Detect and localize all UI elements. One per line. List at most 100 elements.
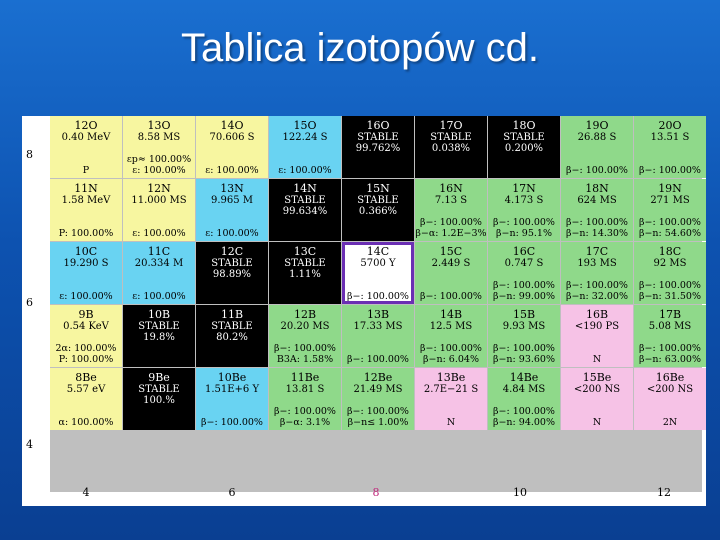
isotope-cell: 15N STABLE 0.366% xyxy=(342,179,414,241)
isotope-name: 17B xyxy=(658,308,682,321)
half-life: 2.7E−21 S xyxy=(423,384,479,395)
half-life: STABLE xyxy=(211,321,253,332)
decay-mode: β−: 100.00% xyxy=(493,406,555,417)
half-life: STABLE xyxy=(284,195,326,206)
isotope-cell: 16Be <200 NS 2N xyxy=(634,368,706,430)
decay-mode: β−n: 54.60% xyxy=(638,228,701,239)
isotope-cell: 10B STABLE 19.8% xyxy=(123,305,195,367)
decay-mode: β−n: 93.60% xyxy=(492,354,555,365)
half-life: <190 PS xyxy=(574,321,620,332)
decay-mode: B3A: 1.58% xyxy=(276,354,334,365)
decay-mode: β−n: 14.30% xyxy=(565,228,628,239)
half-life: 5700 Y xyxy=(360,258,396,269)
isotope-name: 11C xyxy=(147,245,171,258)
abundance: 99.762% xyxy=(355,143,401,154)
isotope-cell: 12N 11.000 MS ε: 100.00% xyxy=(123,179,195,241)
decay-mode: N xyxy=(592,354,602,365)
half-life: STABLE xyxy=(138,321,180,332)
half-life: 271 MS xyxy=(650,195,690,206)
isotope-name: 14Be xyxy=(509,371,539,384)
isotope-cell: 15Be <200 NS N xyxy=(561,368,633,430)
isotope-name: 10Be xyxy=(217,371,247,384)
isotope-cell: 16N 7.13 S β−: 100.00% β−α: 1.2E−3% xyxy=(415,179,487,241)
half-life: 122.24 S xyxy=(282,132,328,143)
isotope-name: 15B xyxy=(512,308,536,321)
decay-modes: β−: 100.00% β−α: 1.2E−3% xyxy=(415,217,487,239)
isotope-name: 11Be xyxy=(290,371,320,384)
abundance: 0.366% xyxy=(358,206,398,217)
decay-mode: β−n: 94.00% xyxy=(492,417,555,428)
isotope-name: 16O xyxy=(366,119,390,132)
abundance: 1.11% xyxy=(289,269,321,280)
decay-modes: ε: 100.00% xyxy=(269,165,341,176)
isotope-cell: 19N 271 MS β−: 100.00% β−n: 54.60% xyxy=(634,179,706,241)
isotope-name: 14B xyxy=(439,308,463,321)
half-life: 193 MS xyxy=(577,258,617,269)
decay-modes: α: 100.00% xyxy=(50,417,122,428)
decay-modes: N xyxy=(561,354,633,365)
half-life: 13.51 S xyxy=(650,132,690,143)
decay-mode: β−n: 31.50% xyxy=(638,291,701,302)
isotope-name: 11B xyxy=(220,308,244,321)
decay-modes: 2N xyxy=(634,417,706,428)
isotope-name: 13Be xyxy=(436,371,466,384)
isotope-name: 12O xyxy=(74,119,98,132)
half-life: 624 MS xyxy=(577,195,617,206)
half-life: 5.57 eV xyxy=(66,384,106,395)
decay-modes: β−: 100.00% β−n: 94.00% xyxy=(488,406,560,428)
isotope-name: 16Be xyxy=(655,371,685,384)
decay-modes: β−: 100.00% β−n: 93.60% xyxy=(488,343,560,365)
decay-mode: β−: 100.00% xyxy=(274,343,336,354)
decay-modes: εp≈ 100.00% ε: 100.00% xyxy=(123,154,195,176)
decay-modes: β−: 100.00% B3A: 1.58% xyxy=(269,343,341,365)
column-label: 10 xyxy=(513,486,527,499)
decay-mode: 2N xyxy=(662,417,678,428)
decay-mode: β−: 100.00% xyxy=(566,280,628,291)
decay-modes: ε: 100.00% xyxy=(123,228,195,239)
decay-modes: β−: 100.00% β−n: 14.30% xyxy=(561,217,633,239)
decay-mode: β−: 100.00% xyxy=(420,291,482,302)
column-label: 4 xyxy=(82,486,90,499)
half-life: 7.13 S xyxy=(434,195,468,206)
isotope-cell: 17B 5.08 MS β−: 100.00% β−n: 63.00% xyxy=(634,305,706,367)
isotope-name: 10C xyxy=(74,245,98,258)
isotope-name: 10B xyxy=(147,308,171,321)
isotope-name: 20O xyxy=(658,119,682,132)
decay-mode: N xyxy=(592,417,602,428)
decay-modes: β−: 100.00% β−n: 99.00% xyxy=(488,280,560,302)
isotope-cell: 14Be 4.84 MS β−: 100.00% β−n: 94.00% xyxy=(488,368,560,430)
decay-mode: ε: 100.00% xyxy=(132,291,186,302)
half-life: STABLE xyxy=(357,195,399,206)
isotope-cell: 13Be 2.7E−21 S N xyxy=(415,368,487,430)
decay-modes: β−: 100.00% xyxy=(634,165,706,176)
decay-mode: β−n: 6.04% xyxy=(423,354,479,365)
isotope-name: 17C xyxy=(585,245,609,258)
column-label: 8 xyxy=(372,486,380,499)
decay-mode: β−: 100.00% xyxy=(420,343,482,354)
isotope-cell: 16B <190 PS N xyxy=(561,305,633,367)
half-life: 20.20 MS xyxy=(280,321,330,332)
isotope-name: 17O xyxy=(439,119,463,132)
abundance: 98.89% xyxy=(212,269,252,280)
decay-modes: β−: 100.00% β−n: 54.60% xyxy=(634,217,706,239)
decay-modes: ε: 100.00% xyxy=(123,291,195,302)
half-life: 5.08 MS xyxy=(648,321,692,332)
isotope-name: 17N xyxy=(512,182,536,195)
decay-mode: β−: 100.00% xyxy=(347,291,409,302)
half-life: 0.40 MeV xyxy=(61,132,111,143)
isotope-cell: 18C 92 MS β−: 100.00% β−n: 31.50% xyxy=(634,242,706,304)
isotope-cell: 13O 8.58 MS εp≈ 100.00% ε: 100.00% xyxy=(123,116,195,178)
isotope-cell: 12C STABLE 98.89% xyxy=(196,242,268,304)
isotope-name: 15O xyxy=(293,119,317,132)
isotope-cell: 17O STABLE 0.038% xyxy=(415,116,487,178)
isotope-name: 15N xyxy=(366,182,390,195)
isotope-cell: 12O 0.40 MeV P xyxy=(50,116,122,178)
decay-mode: P xyxy=(82,165,90,176)
row-label: 6 xyxy=(26,296,33,309)
isotope-name: 15C xyxy=(439,245,463,258)
decay-modes: β−: 100.00% β−n≤ 1.00% xyxy=(342,406,414,428)
abundance: 0.200% xyxy=(504,143,544,154)
isotope-name: 12B xyxy=(293,308,317,321)
half-life: STABLE xyxy=(211,258,253,269)
isotope-cell: 12B 20.20 MS β−: 100.00% B3A: 1.58% xyxy=(269,305,341,367)
